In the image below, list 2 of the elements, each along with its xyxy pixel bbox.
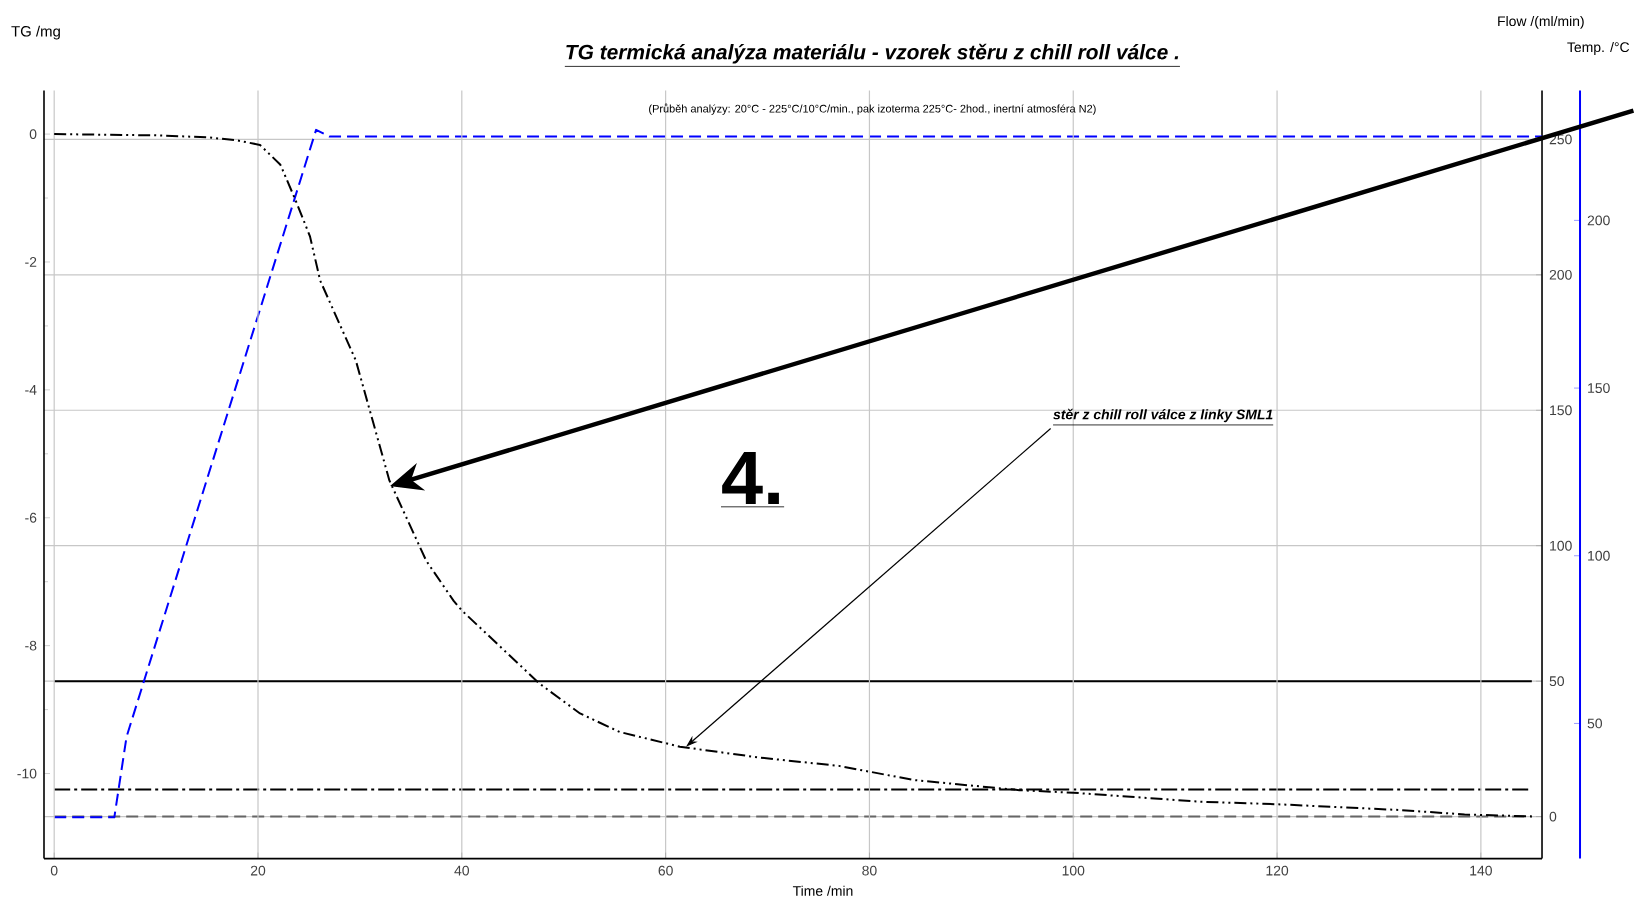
annotation: 4. <box>722 451 779 505</box>
chart-title: TG termická analýza materiálu - vzorek stěru z chill roll válce . <box>566 43 1179 64</box>
